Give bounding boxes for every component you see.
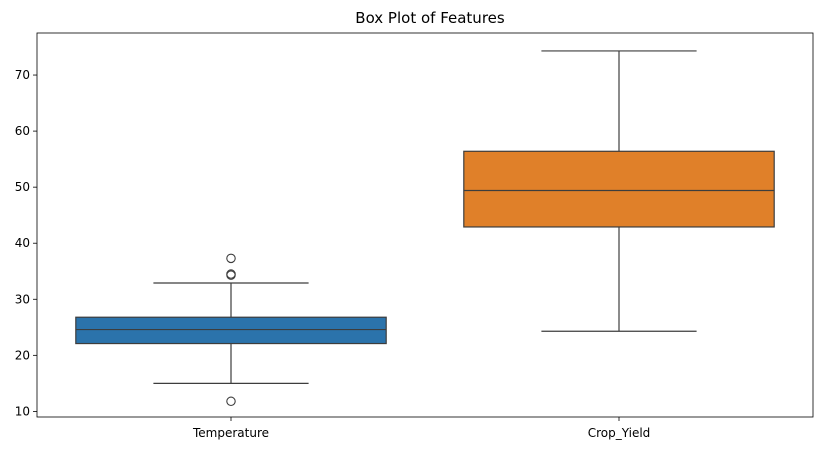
plot-area [75, 50, 775, 407]
y-tick-label: 60 [15, 124, 30, 138]
plot-frame [36, 32, 814, 418]
y-tick-label: 70 [15, 68, 30, 82]
y-tick-label: 10 [15, 404, 30, 418]
x-tick-label-temperature: Temperature [192, 426, 269, 440]
box-temperature [75, 253, 387, 407]
outlier-point [226, 253, 236, 264]
outlier-point [226, 396, 236, 407]
x-tick-label-crop_yield: Crop_Yield [588, 426, 651, 440]
y-axis: 10 20 30 40 50 60 70 [15, 68, 37, 418]
y-tick-label: 40 [15, 236, 30, 250]
outlier-point [226, 270, 236, 280]
iqr-box [75, 316, 387, 345]
x-axis: Temperature Crop_Yield [192, 417, 650, 440]
iqr-box [463, 150, 775, 228]
y-tick-label: 30 [15, 292, 30, 306]
box-crop_yield [463, 50, 775, 332]
y-tick-label: 20 [15, 348, 30, 362]
chart-title: Box Plot of Features [355, 9, 505, 27]
y-tick-label: 50 [15, 180, 30, 194]
